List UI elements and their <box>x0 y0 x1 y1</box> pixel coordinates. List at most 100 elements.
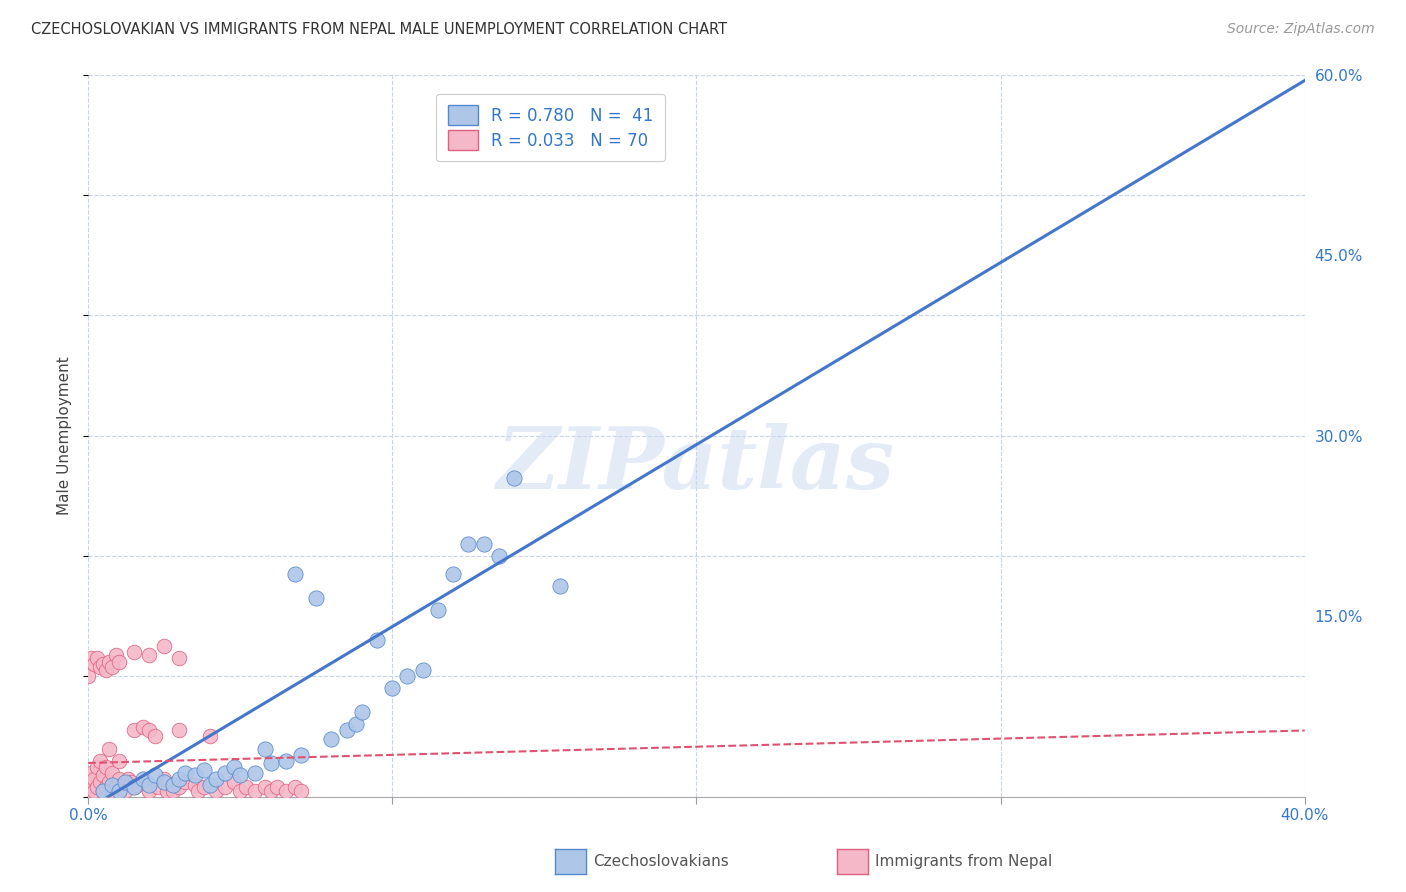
Point <box>183 768 205 782</box>
Point <box>83 783 105 797</box>
Point <box>107 783 129 797</box>
Text: CZECHOSLOVAKIAN VS IMMIGRANTS FROM NEPAL MALE UNEMPLOYMENT CORRELATION CHART: CZECHOSLOVAKIAN VS IMMIGRANTS FROM NEPAL… <box>31 22 727 37</box>
Point <box>266 780 288 794</box>
Point <box>321 731 343 746</box>
Point <box>101 778 124 792</box>
Point <box>153 772 176 786</box>
Point <box>122 780 145 794</box>
Point <box>472 537 495 551</box>
Point <box>98 655 121 669</box>
Point <box>86 651 108 665</box>
Point <box>98 775 121 789</box>
Point <box>162 778 184 792</box>
Point <box>290 783 312 797</box>
Point <box>441 567 464 582</box>
Point <box>548 579 571 593</box>
Point <box>488 549 510 563</box>
Point <box>107 754 129 768</box>
Point <box>259 756 281 770</box>
Point <box>426 603 449 617</box>
Point <box>98 741 121 756</box>
Y-axis label: Male Unemployment: Male Unemployment <box>58 356 72 515</box>
Point <box>96 780 118 794</box>
Point <box>93 783 115 797</box>
Point <box>104 648 127 662</box>
Point <box>336 723 359 738</box>
Point <box>96 759 118 773</box>
Text: Source: ZipAtlas.com: Source: ZipAtlas.com <box>1227 22 1375 37</box>
Point <box>284 567 307 582</box>
Point <box>224 759 246 773</box>
Point <box>138 778 160 792</box>
Point <box>153 775 176 789</box>
Point <box>101 783 124 797</box>
Point <box>83 657 105 672</box>
Point <box>156 783 179 797</box>
Point <box>125 778 148 792</box>
Point <box>122 645 145 659</box>
Point <box>229 768 252 782</box>
Point <box>120 775 142 789</box>
Point <box>101 765 124 780</box>
Point <box>187 783 209 797</box>
Point <box>205 772 228 786</box>
Point <box>290 747 312 762</box>
Point <box>396 669 419 683</box>
Point <box>80 651 103 665</box>
Point <box>114 775 136 789</box>
Point <box>86 780 108 794</box>
Point <box>138 783 160 797</box>
Point <box>274 783 297 797</box>
Point <box>205 783 228 797</box>
Point <box>122 723 145 738</box>
Point <box>89 754 111 768</box>
Point <box>132 720 155 734</box>
Point <box>253 741 276 756</box>
Point <box>214 780 236 794</box>
Point <box>412 663 434 677</box>
Point <box>169 780 191 794</box>
Point <box>80 778 103 792</box>
Point <box>135 775 157 789</box>
Point <box>162 783 184 797</box>
Point <box>224 775 246 789</box>
Point <box>93 783 115 797</box>
Point <box>110 778 132 792</box>
Point <box>183 778 205 792</box>
Point <box>132 772 155 786</box>
Point <box>174 765 197 780</box>
Point <box>245 783 267 797</box>
Text: ZIPatlas: ZIPatlas <box>498 423 896 507</box>
Point <box>193 763 215 777</box>
Point <box>83 772 105 786</box>
Point <box>344 717 367 731</box>
Point <box>366 633 388 648</box>
Point <box>114 783 136 797</box>
Point <box>93 657 115 672</box>
Point <box>107 772 129 786</box>
Point <box>122 780 145 794</box>
Point <box>101 659 124 673</box>
Point <box>89 659 111 673</box>
Point <box>198 778 221 792</box>
Point <box>96 663 118 677</box>
Point <box>229 783 252 797</box>
Point <box>350 706 373 720</box>
Point <box>93 768 115 782</box>
Point <box>117 772 139 786</box>
Point <box>198 730 221 744</box>
Point <box>253 780 276 794</box>
Point <box>214 765 236 780</box>
Text: Immigrants from Nepal: Immigrants from Nepal <box>875 855 1052 869</box>
Point <box>305 591 328 605</box>
Text: Czechoslovakians: Czechoslovakians <box>593 855 730 869</box>
Point <box>259 783 281 797</box>
Point <box>138 723 160 738</box>
Point <box>193 780 215 794</box>
Point <box>235 780 257 794</box>
Point <box>77 783 100 797</box>
Point <box>77 669 100 683</box>
Point <box>174 775 197 789</box>
Point <box>169 772 191 786</box>
Point <box>169 723 191 738</box>
